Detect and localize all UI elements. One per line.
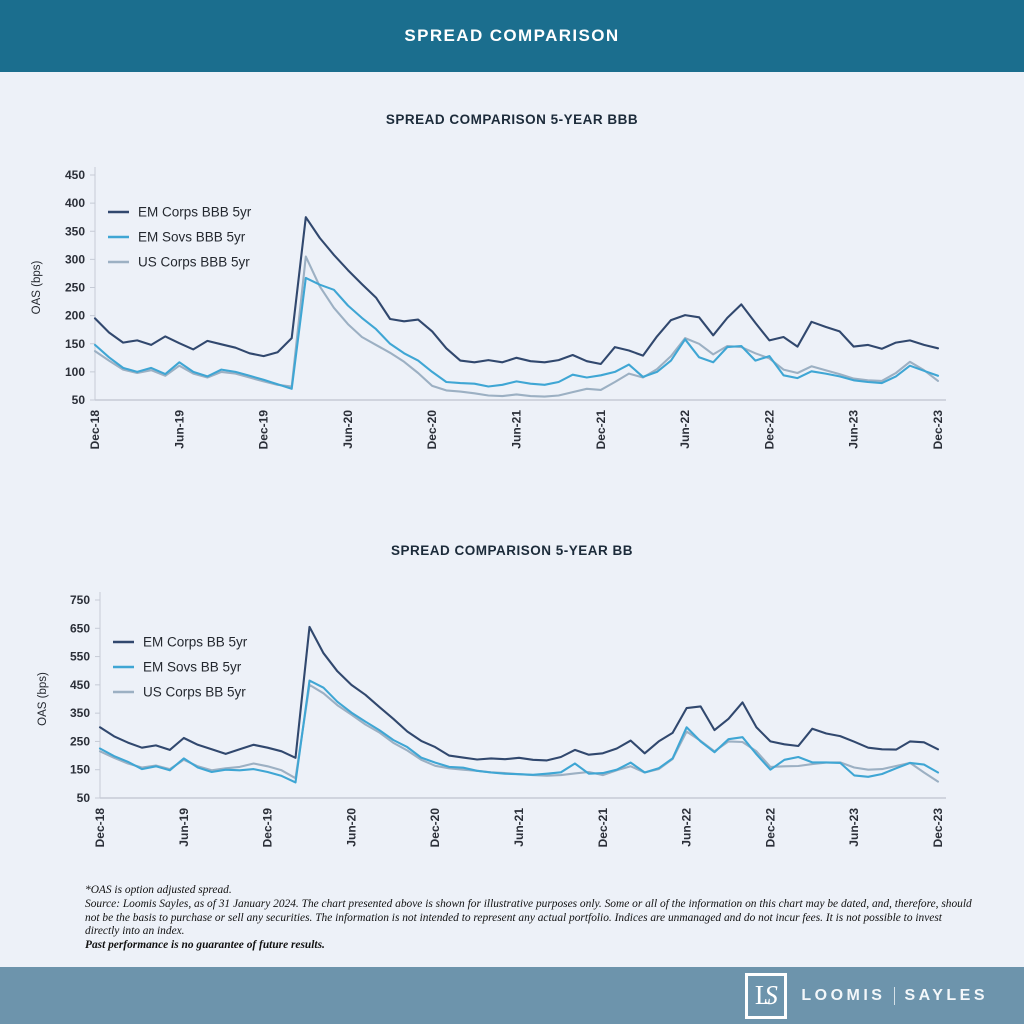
loomis-sayles-logo: L S LOOMIS SAYLES: [745, 972, 988, 1019]
x-tick-label: Dec-21: [594, 410, 608, 450]
series-em-sovs-bb-5yr: [98, 679, 940, 784]
x-tick-label: Jun-22: [678, 410, 692, 449]
x-tick-label: Jun-19: [172, 410, 186, 449]
series-em-corps-bb-5yr: [98, 625, 940, 762]
y-tick-label: 150: [65, 337, 85, 351]
legend: EM Corps BB 5yr EM Sovs BB 5yr US Corps BB…: [113, 635, 248, 700]
series-em-sovs-bbb-5yr: [93, 276, 940, 390]
chart-title-bb: SPREAD COMPARISON 5-YEAR BB: [390, 543, 634, 558]
y-tick-label: 350: [65, 224, 85, 238]
x-tick-label: Dec-19: [261, 808, 275, 848]
x-tick-label: Dec-20: [425, 410, 439, 450]
x-tick-label: Dec-23: [931, 410, 945, 450]
legend-label: EM Sovs BB 5yr: [143, 660, 242, 675]
x-tick-label: Jun-21: [510, 410, 524, 449]
x-tick-label: Dec-20: [428, 808, 442, 848]
footnote-source-line: Source: Loomis Sayles, as of 31 January …: [85, 897, 972, 938]
brand-divider: [894, 986, 896, 1005]
y-tick-label: 550: [70, 650, 90, 664]
legend-label: US Corps BB 5yr: [143, 685, 246, 700]
x-tick-label: Dec-18: [93, 808, 107, 848]
footer-band: L S LOOMIS SAYLES: [0, 967, 1024, 1024]
axes: 50 100 150 200 250 300 350 400 450 Dec-18 Jun-19 De…: [65, 167, 946, 449]
y-tick-label: 350: [70, 706, 90, 720]
series-em-corps-bbb-5yr: [93, 216, 940, 366]
y-tick-label: 400: [65, 196, 85, 210]
logo-monogram-box: L S: [745, 972, 788, 1019]
logo-letter-s: S: [764, 980, 778, 1010]
y-tick-label: 50: [77, 791, 91, 805]
legend-label: US Corps BBB 5yr: [138, 255, 250, 270]
axes: 50 150 250 350 450 550 650 750 Dec-18 Jun-19 Dec-1…: [70, 592, 946, 847]
x-tick-label: Dec-18: [88, 410, 102, 450]
y-tick-label: 450: [70, 678, 90, 692]
x-tick-label: Jun-23: [847, 410, 861, 449]
y-tick-label: 650: [70, 621, 90, 635]
brand-loomis: LOOMIS: [801, 986, 886, 1004]
y-tick-label: 100: [65, 365, 85, 379]
y-tick-label: 250: [65, 281, 85, 295]
x-tick-label: Dec-19: [257, 410, 271, 450]
x-tick-label: Jun-20: [344, 808, 358, 847]
y-axis-title: OAS (bps): [31, 260, 43, 314]
x-tick-label: Dec-22: [763, 808, 777, 848]
y-tick-label: 750: [70, 593, 90, 607]
y-tick-label: 200: [65, 309, 85, 323]
y-tick-label: 450: [65, 168, 85, 182]
legend-label: EM Corps BBB 5yr: [138, 205, 252, 220]
legend: EM Corps BBB 5yr EM Sovs BBB 5yr US Corps …: [108, 205, 252, 270]
y-tick-label: 50: [72, 393, 86, 407]
footnote-past-performance-line: Past performance is no guarantee of futu…: [85, 939, 325, 952]
chart-bb: 50 150 250 350 450 550 650 750 Dec-18 Jun-19 Dec-1…: [37, 592, 946, 847]
x-tick-label: Jun-19: [177, 808, 191, 847]
footnote: *OAS is option adjusted spread. Source: …: [85, 884, 977, 953]
logo-letter-l: L: [754, 980, 772, 1010]
legend-label: EM Sovs BBB 5yr: [138, 230, 246, 245]
y-axis-title: OAS (bps): [37, 672, 49, 726]
y-tick-label: 300: [65, 252, 85, 266]
y-tick-label: 150: [70, 763, 90, 777]
chart-title-bbb: SPREAD COMPARISON 5-YEAR BBB: [385, 112, 639, 127]
brand-wordmark: LOOMIS SAYLES: [801, 986, 988, 1005]
chart-bbb: 50 100 150 200 250 300 350 400 450 Dec-18 Jun-19 De…: [31, 167, 946, 449]
x-tick-label: Dec-21: [596, 808, 610, 848]
footnote-oas-line: *OAS is option adjusted spread.: [85, 884, 232, 896]
header-title: SPREAD COMPARISON: [404, 26, 620, 45]
x-tick-label: Dec-23: [931, 808, 945, 848]
series-us-corps-bbb-5yr: [93, 255, 940, 398]
y-tick-label: 250: [70, 734, 90, 748]
x-tick-label: Jun-23: [847, 808, 861, 847]
legend-label: EM Corps BB 5yr: [143, 635, 248, 650]
x-tick-label: Jun-21: [512, 808, 526, 847]
x-tick-label: Jun-22: [680, 808, 694, 847]
header-band: SPREAD COMPARISON: [0, 0, 1024, 72]
x-tick-label: Dec-22: [762, 410, 776, 450]
x-tick-label: Jun-20: [341, 410, 355, 449]
brand-sayles: SAYLES: [904, 986, 988, 1004]
